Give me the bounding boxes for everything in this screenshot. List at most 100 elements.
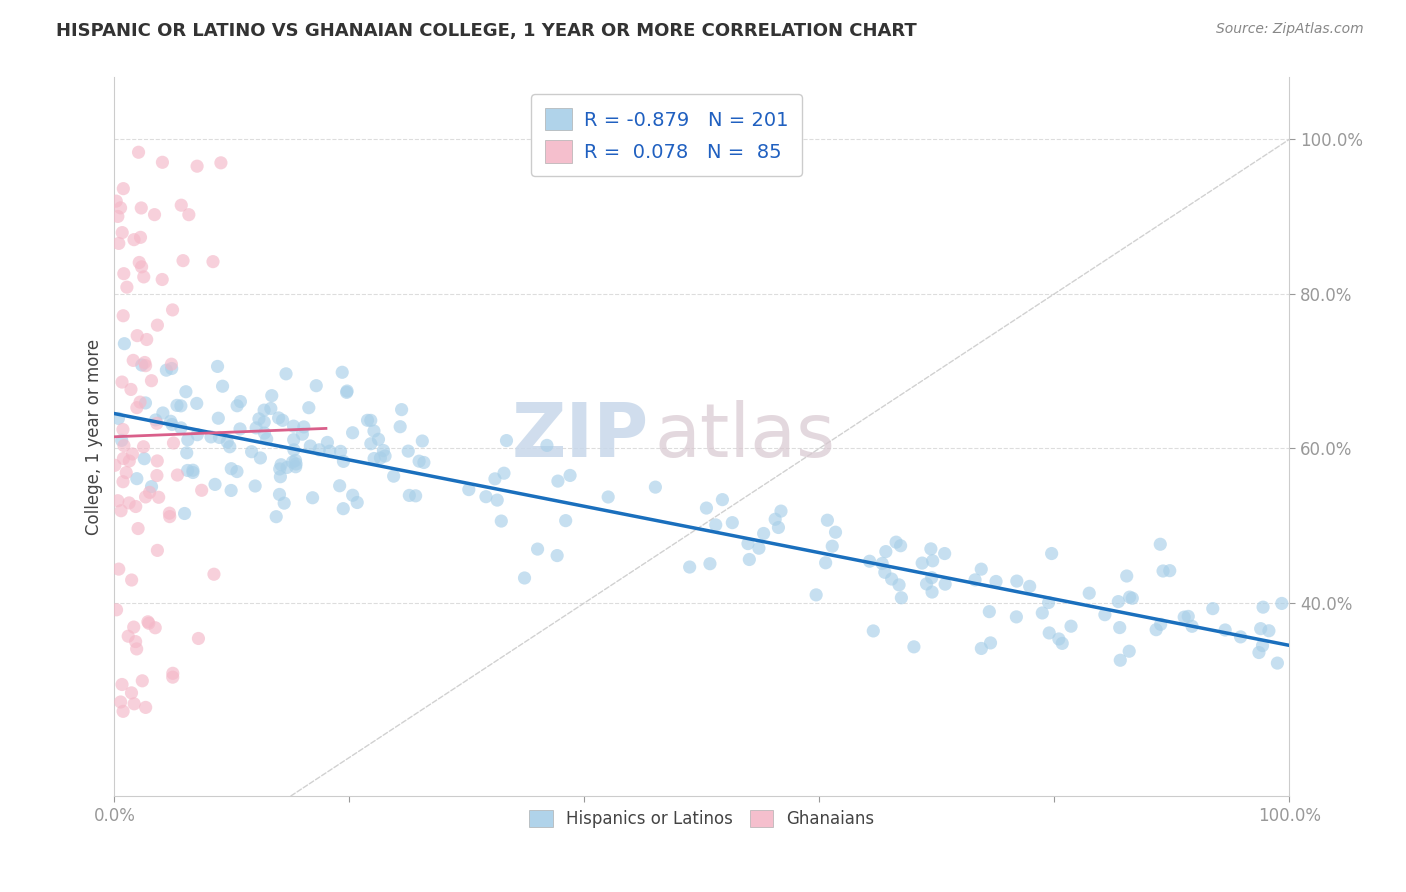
Point [127, 328, 149, 343]
Point [152, 155, 174, 169]
Point [170, 198, 193, 212]
Point [107, 411, 129, 425]
Point [558, 468, 581, 483]
Point [245, 421, 267, 435]
Point [125, 472, 148, 486]
Point [1251, 600, 1274, 615]
Point [457, 483, 479, 497]
Point [921, 585, 943, 599]
Point [412, 455, 434, 469]
Point [269, 487, 291, 501]
Point [120, 383, 142, 397]
Point [105, 603, 128, 617]
Point [112, 451, 135, 466]
Point [135, 490, 157, 504]
Point [134, 396, 156, 410]
Point [979, 605, 1001, 619]
Point [554, 514, 576, 528]
Point [217, 434, 239, 449]
Point [408, 454, 430, 468]
Point [1005, 574, 1028, 588]
Point [1108, 621, 1130, 635]
Point [1031, 606, 1053, 620]
Point [644, 480, 666, 494]
Point [875, 544, 897, 558]
Point [336, 385, 359, 400]
Point [970, 641, 993, 656]
Point [160, 417, 183, 432]
Point [107, 236, 129, 251]
Point [274, 367, 297, 381]
Point [984, 574, 1007, 589]
Point [229, 394, 252, 409]
Point [159, 509, 181, 524]
Point [111, 375, 134, 389]
Point [370, 450, 392, 465]
Point [695, 501, 717, 516]
Point [316, 435, 339, 450]
Point [284, 453, 307, 467]
Point [1094, 607, 1116, 622]
Point [118, 496, 141, 510]
Point [1038, 595, 1060, 609]
Point [495, 434, 517, 448]
Point [1250, 622, 1272, 636]
Point [398, 488, 420, 502]
Point [1177, 609, 1199, 624]
Point [177, 208, 200, 222]
Point [111, 475, 134, 489]
Point [112, 704, 135, 718]
Point [166, 468, 188, 483]
Point [536, 438, 558, 452]
Point [305, 378, 328, 392]
Point [135, 700, 157, 714]
Point [122, 233, 145, 247]
Point [1267, 656, 1289, 670]
Point [111, 423, 134, 437]
Point [329, 444, 352, 458]
Text: HISPANIC OR LATINO VS GHANAIAN COLLEGE, 1 YEAR OR MORE CORRELATION CHART: HISPANIC OR LATINO VS GHANAIAN COLLEGE, … [56, 22, 917, 40]
Point [486, 493, 509, 508]
Point [253, 415, 276, 429]
Point [382, 469, 405, 483]
Point [721, 516, 744, 530]
Point [146, 417, 169, 431]
Point [264, 509, 287, 524]
Point [273, 496, 295, 510]
Point [920, 541, 942, 556]
Point [911, 556, 934, 570]
Point [207, 411, 229, 425]
Point [172, 253, 194, 268]
Point [211, 379, 233, 393]
Point [491, 514, 513, 528]
Point [513, 571, 536, 585]
Point [176, 446, 198, 460]
Y-axis label: College, 1 year or more: College, 1 year or more [86, 339, 103, 535]
Point [132, 269, 155, 284]
Point [176, 463, 198, 477]
Point [748, 541, 770, 556]
Point [342, 488, 364, 502]
Point [132, 440, 155, 454]
Point [547, 474, 569, 488]
Point [135, 359, 157, 373]
Point [138, 485, 160, 500]
Point [1152, 564, 1174, 578]
Point [271, 413, 294, 427]
Point [125, 401, 148, 415]
Point [219, 461, 242, 475]
Point [1078, 586, 1101, 600]
Point [124, 634, 146, 648]
Point [815, 513, 838, 527]
Point [200, 430, 222, 444]
Point [125, 641, 148, 656]
Point [122, 620, 145, 634]
Point [699, 557, 721, 571]
Point [873, 566, 896, 580]
Point [127, 522, 149, 536]
Point [110, 695, 132, 709]
Point [166, 398, 188, 412]
Point [121, 447, 143, 461]
Point [218, 440, 240, 454]
Point [934, 547, 956, 561]
